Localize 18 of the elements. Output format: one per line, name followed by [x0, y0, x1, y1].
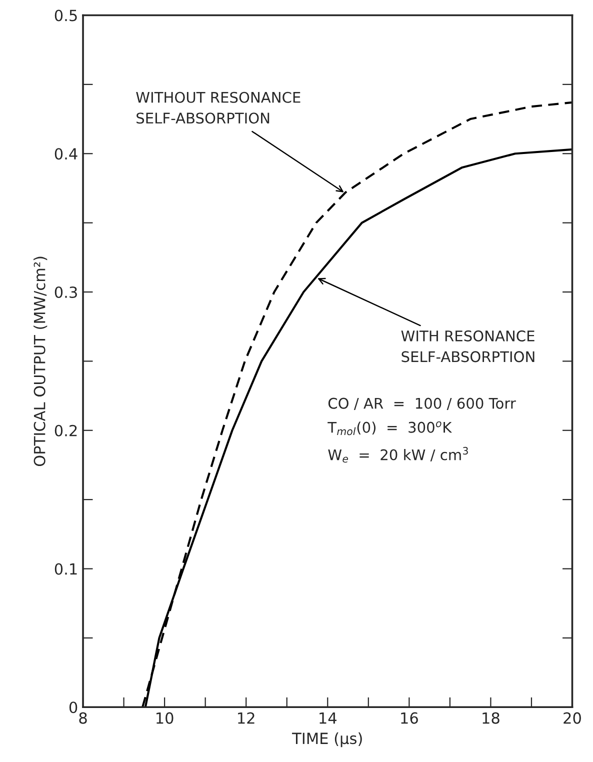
text: CO / AR = 100 / 600 Torr T$_{mol}$(0) = 300$^{o}$K W$_{e}$ = 20 kW / cm$^{3}$ — [328, 398, 516, 463]
y-tick-label: 0 — [69, 702, 78, 714]
y-tick-label: 0.3 — [54, 286, 77, 298]
y-tick-label: 0.5 — [54, 10, 77, 22]
annotation: WITHOUT RESONANCE SELF-ABSORPTION — [136, 92, 300, 124]
y-axis-title: OPTICAL OUTPUT (MW/cm²) — [34, 256, 48, 466]
x-tick-label: 16 — [401, 712, 418, 724]
annotation: WITH RESONANCE SELF-ABSORPTION — [401, 330, 534, 362]
x-tick-label: 20 — [564, 712, 581, 724]
y-tick-label: 0.4 — [54, 148, 78, 160]
x-tick-label: 12 — [238, 712, 254, 724]
x-tick-label: 14 — [320, 712, 336, 724]
x-axis-title: TIME (μs) — [292, 732, 362, 748]
y-tick-label: 0.1 — [54, 563, 77, 575]
x-tick-label: 8 — [79, 712, 87, 724]
x-tick-label: 18 — [482, 712, 500, 724]
x-tick-label: 10 — [156, 712, 174, 724]
y-tick-label: 0.2 — [54, 424, 77, 436]
